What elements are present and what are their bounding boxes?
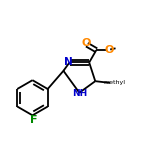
Text: N: N — [64, 57, 73, 67]
Text: methyl: methyl — [104, 80, 126, 85]
Text: NH: NH — [73, 89, 88, 98]
Text: O: O — [81, 38, 90, 48]
Text: O: O — [104, 45, 114, 55]
Text: F: F — [30, 114, 37, 124]
